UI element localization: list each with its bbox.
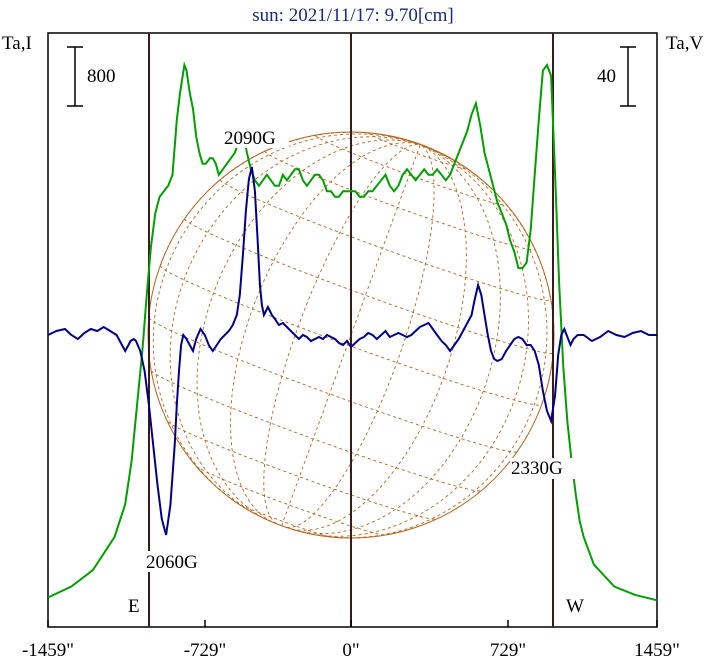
longitude-line [263, 143, 421, 524]
annotation-2330g: 2330G [511, 458, 563, 479]
x-axis-ticks: -1459" -729" 0" 729" 1459" [22, 620, 680, 661]
latitude-line [167, 421, 436, 520]
west-label: W [566, 596, 584, 617]
polarization-curve [47, 166, 657, 536]
longitude-line [230, 142, 421, 523]
annotation-2090g-bg [223, 127, 289, 148]
longitude-line [291, 144, 467, 531]
x-tick-label: 0" [342, 640, 359, 661]
annotation-2330g-bg [510, 458, 576, 479]
longitude-line [159, 131, 421, 266]
x-tick-label: -729" [184, 640, 227, 661]
longitude-line [169, 136, 421, 520]
left-axis-label: Ta,I [2, 33, 32, 54]
latitude-line [235, 501, 333, 538]
longitude-line [295, 144, 501, 534]
annotation-2060g-bg [145, 551, 211, 572]
annotation-2090g: 2090G [224, 128, 276, 149]
longitude-line [286, 144, 435, 528]
x-tick-label: -1459" [22, 640, 74, 661]
annotation-2060g: 2060G [146, 552, 198, 573]
east-label: E [128, 596, 140, 617]
chart-title: sun: 2021/11/17: 9.70[cm] [252, 5, 453, 26]
longitude-line [299, 144, 529, 537]
longitude-line [196, 139, 421, 521]
right-axis-label: Ta,V [666, 33, 703, 54]
right-scale-bar [620, 46, 636, 107]
x-tick-label: 729" [490, 640, 526, 661]
x-tick-label: 1459" [634, 640, 680, 661]
longitude-line [420, 144, 424, 146]
intensity-curve [47, 61, 658, 602]
latitude-line [148, 317, 517, 453]
longitude-line [420, 144, 555, 405]
latitude-line [184, 218, 554, 354]
right-scale-value: 40 [597, 66, 616, 87]
left-scale-bar [67, 46, 83, 107]
plot-frame [47, 32, 658, 628]
left-scale-value: 800 [87, 66, 116, 87]
